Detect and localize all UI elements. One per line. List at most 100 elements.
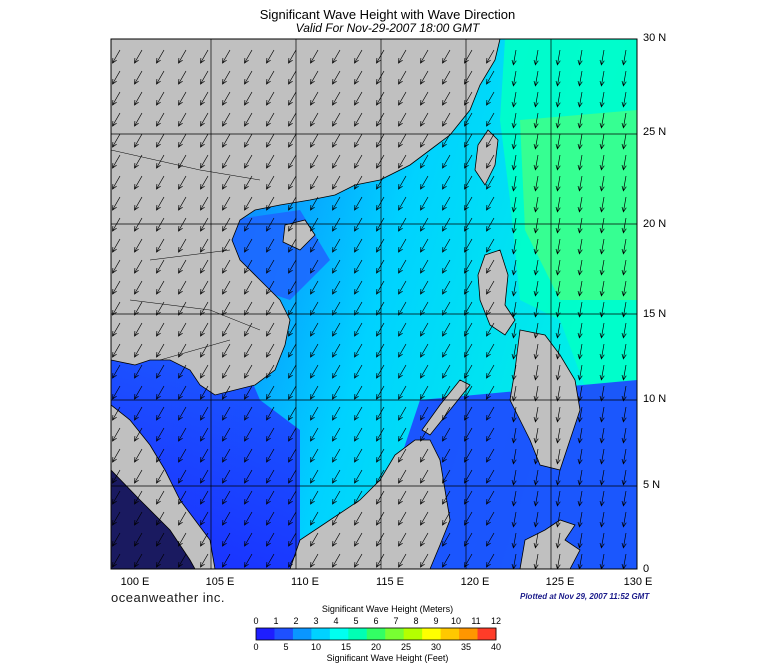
wave-arrow bbox=[464, 217, 473, 232]
wave-arrow bbox=[200, 154, 209, 169]
wave-arrow bbox=[200, 112, 209, 127]
wave-arrow bbox=[555, 217, 561, 234]
hainan bbox=[282, 219, 316, 251]
wave-arrow bbox=[621, 217, 627, 234]
colorbar-feet-tick: 10 bbox=[310, 642, 321, 652]
wave-arrow bbox=[222, 301, 231, 316]
wave-arrow bbox=[398, 217, 407, 232]
wave-arrow bbox=[398, 154, 407, 169]
wave-arrow bbox=[398, 553, 407, 568]
wave-arrow bbox=[577, 490, 583, 507]
wave-arrow bbox=[200, 217, 209, 232]
wave-arrow bbox=[156, 490, 165, 505]
wave-arrow bbox=[555, 196, 561, 213]
wave-arrow bbox=[266, 49, 275, 64]
wave-arrow bbox=[420, 385, 429, 400]
wave-arrow bbox=[112, 406, 121, 421]
wave-arrow bbox=[112, 511, 121, 526]
wave-arrow bbox=[555, 112, 561, 129]
wave-arrow bbox=[442, 427, 451, 442]
wave-arrow bbox=[310, 343, 319, 358]
wave-arrow bbox=[134, 70, 143, 85]
wave-arrow bbox=[288, 532, 297, 547]
wave-arrow bbox=[599, 322, 605, 339]
wave-arrow bbox=[244, 70, 253, 85]
wave-arrow bbox=[266, 154, 275, 169]
wave-arrow bbox=[244, 364, 253, 379]
wave-arrow bbox=[442, 91, 451, 106]
wave-arrow bbox=[156, 385, 165, 400]
wave-arrow bbox=[599, 448, 605, 465]
wave-arrow bbox=[442, 322, 451, 337]
wave-arrow bbox=[222, 553, 231, 568]
wave-arrow bbox=[486, 532, 495, 547]
wave-arrow bbox=[376, 91, 385, 106]
wave-arrow bbox=[464, 448, 473, 463]
wave-arrow bbox=[310, 217, 319, 232]
wave-arrow bbox=[178, 112, 187, 127]
wave-arrow bbox=[332, 406, 341, 421]
wave-arrow bbox=[464, 196, 473, 211]
colorbar-feet-tick: 35 bbox=[460, 642, 471, 652]
wave-arrow bbox=[533, 427, 539, 444]
wave-arrow bbox=[354, 469, 363, 484]
wave-arrow bbox=[442, 259, 451, 274]
wave-arrow bbox=[112, 427, 121, 442]
wave-arrow bbox=[533, 91, 539, 108]
wave-arrow bbox=[555, 280, 561, 297]
wave-arrow bbox=[288, 154, 297, 169]
wave-arrow bbox=[266, 532, 275, 547]
wave-arrow bbox=[244, 553, 253, 568]
wave-arrow bbox=[354, 553, 363, 568]
wave-arrow bbox=[222, 448, 231, 463]
wave-arrow bbox=[178, 259, 187, 274]
wave-arrow bbox=[577, 364, 583, 381]
wave-arrow bbox=[398, 448, 407, 463]
wave-arrow bbox=[464, 406, 473, 421]
wave-arrow bbox=[555, 406, 561, 423]
wave-arrow bbox=[398, 301, 407, 316]
wave-arrow bbox=[222, 70, 231, 85]
wave-arrow bbox=[332, 280, 341, 295]
colorbar-swatch bbox=[292, 628, 312, 640]
wave-arrow bbox=[621, 112, 627, 129]
wave-arrow bbox=[486, 301, 495, 316]
wave-arrow bbox=[266, 553, 275, 568]
wave-arrow bbox=[156, 448, 165, 463]
wave-arrow bbox=[442, 112, 451, 127]
wave-arrow bbox=[621, 301, 627, 318]
wave-arrow bbox=[354, 112, 363, 127]
wave-arrow bbox=[134, 532, 143, 547]
wave-arrow bbox=[134, 322, 143, 337]
colorbar-feet-tick: 25 bbox=[400, 642, 411, 652]
wave-arrow bbox=[486, 448, 495, 463]
colorbar-swatch bbox=[422, 628, 442, 640]
wave-arrow bbox=[376, 448, 385, 463]
wave-arrow bbox=[511, 322, 517, 339]
wave-arrow bbox=[332, 364, 341, 379]
wave-arrow bbox=[310, 49, 319, 64]
wave-arrow bbox=[555, 70, 561, 87]
wave-arrow bbox=[354, 259, 363, 274]
wave-arrow bbox=[376, 532, 385, 547]
wave-arrow bbox=[200, 70, 209, 85]
colorbar-meters-tick: 10 bbox=[450, 616, 461, 626]
wave-arrow bbox=[112, 364, 121, 379]
wave-arrow bbox=[354, 511, 363, 526]
wave-arrow bbox=[398, 490, 407, 505]
wave-arrow bbox=[134, 133, 143, 148]
wave-arrow bbox=[178, 70, 187, 85]
wave-arrow bbox=[511, 343, 517, 360]
wave-arrow bbox=[156, 259, 165, 274]
wave-arrow bbox=[112, 469, 121, 484]
wave-arrow bbox=[244, 427, 253, 442]
colorbar-meters-tick: 7 bbox=[393, 616, 399, 626]
wave-arrow bbox=[310, 322, 319, 337]
wave-arrow bbox=[621, 490, 627, 507]
wave-arrow bbox=[511, 196, 517, 213]
colorbar bbox=[255, 627, 497, 641]
wave-arrow bbox=[354, 301, 363, 316]
colorbar-feet-tick: 5 bbox=[283, 642, 289, 652]
wave-arrow bbox=[464, 490, 473, 505]
wave-arrow bbox=[288, 238, 297, 253]
